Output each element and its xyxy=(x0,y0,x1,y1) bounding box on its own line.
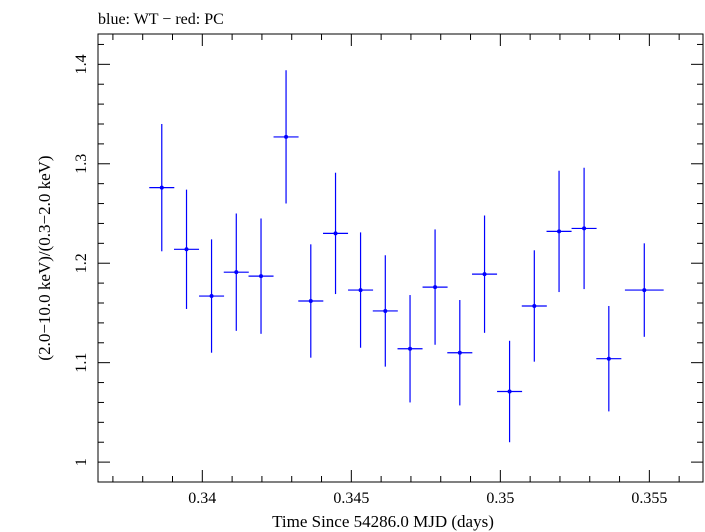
data-point xyxy=(642,288,647,293)
x-tick-label: 0.355 xyxy=(631,490,667,507)
data-point xyxy=(308,299,313,304)
plot-area-frame xyxy=(97,33,704,483)
data-point xyxy=(184,247,189,252)
data-point xyxy=(259,274,264,279)
data-point xyxy=(433,285,438,290)
data-point xyxy=(557,229,562,234)
y-tick-label: 1.4 xyxy=(73,54,90,74)
y-tick-label: 1.3 xyxy=(73,154,90,174)
chart-title: blue: WT − red: PC xyxy=(98,11,224,28)
data-points xyxy=(149,70,664,443)
x-tick-label: 0.35 xyxy=(486,490,514,507)
axis-ticks xyxy=(98,34,703,483)
data-point xyxy=(482,272,487,277)
data-point xyxy=(582,226,587,231)
y-tick-label: 1 xyxy=(73,458,90,466)
data-point xyxy=(457,350,462,355)
y-axis-label: (2.0−10.0 keV)/(0.3−2.0 keV) xyxy=(35,155,54,360)
data-point xyxy=(383,308,388,313)
data-point xyxy=(358,288,363,293)
data-point xyxy=(333,231,338,236)
x-tick-label: 0.34 xyxy=(188,490,216,507)
data-point xyxy=(209,294,214,299)
data-point xyxy=(159,185,164,190)
data-point xyxy=(532,303,537,308)
data-point xyxy=(507,389,512,394)
y-tick-label: 1.1 xyxy=(73,353,90,373)
y-tick-label: 1.2 xyxy=(73,253,90,273)
data-point xyxy=(606,356,611,361)
tick-labels: 0.34 0.345 0.35 0.355 1 1.1 1.2 1.3 1.4 xyxy=(73,54,667,507)
data-point xyxy=(284,134,289,139)
data-point xyxy=(408,346,413,351)
data-point xyxy=(234,270,239,275)
x-axis-label: Time Since 54286.0 MJD (days) xyxy=(272,512,494,531)
x-tick-label: 0.345 xyxy=(333,490,369,507)
